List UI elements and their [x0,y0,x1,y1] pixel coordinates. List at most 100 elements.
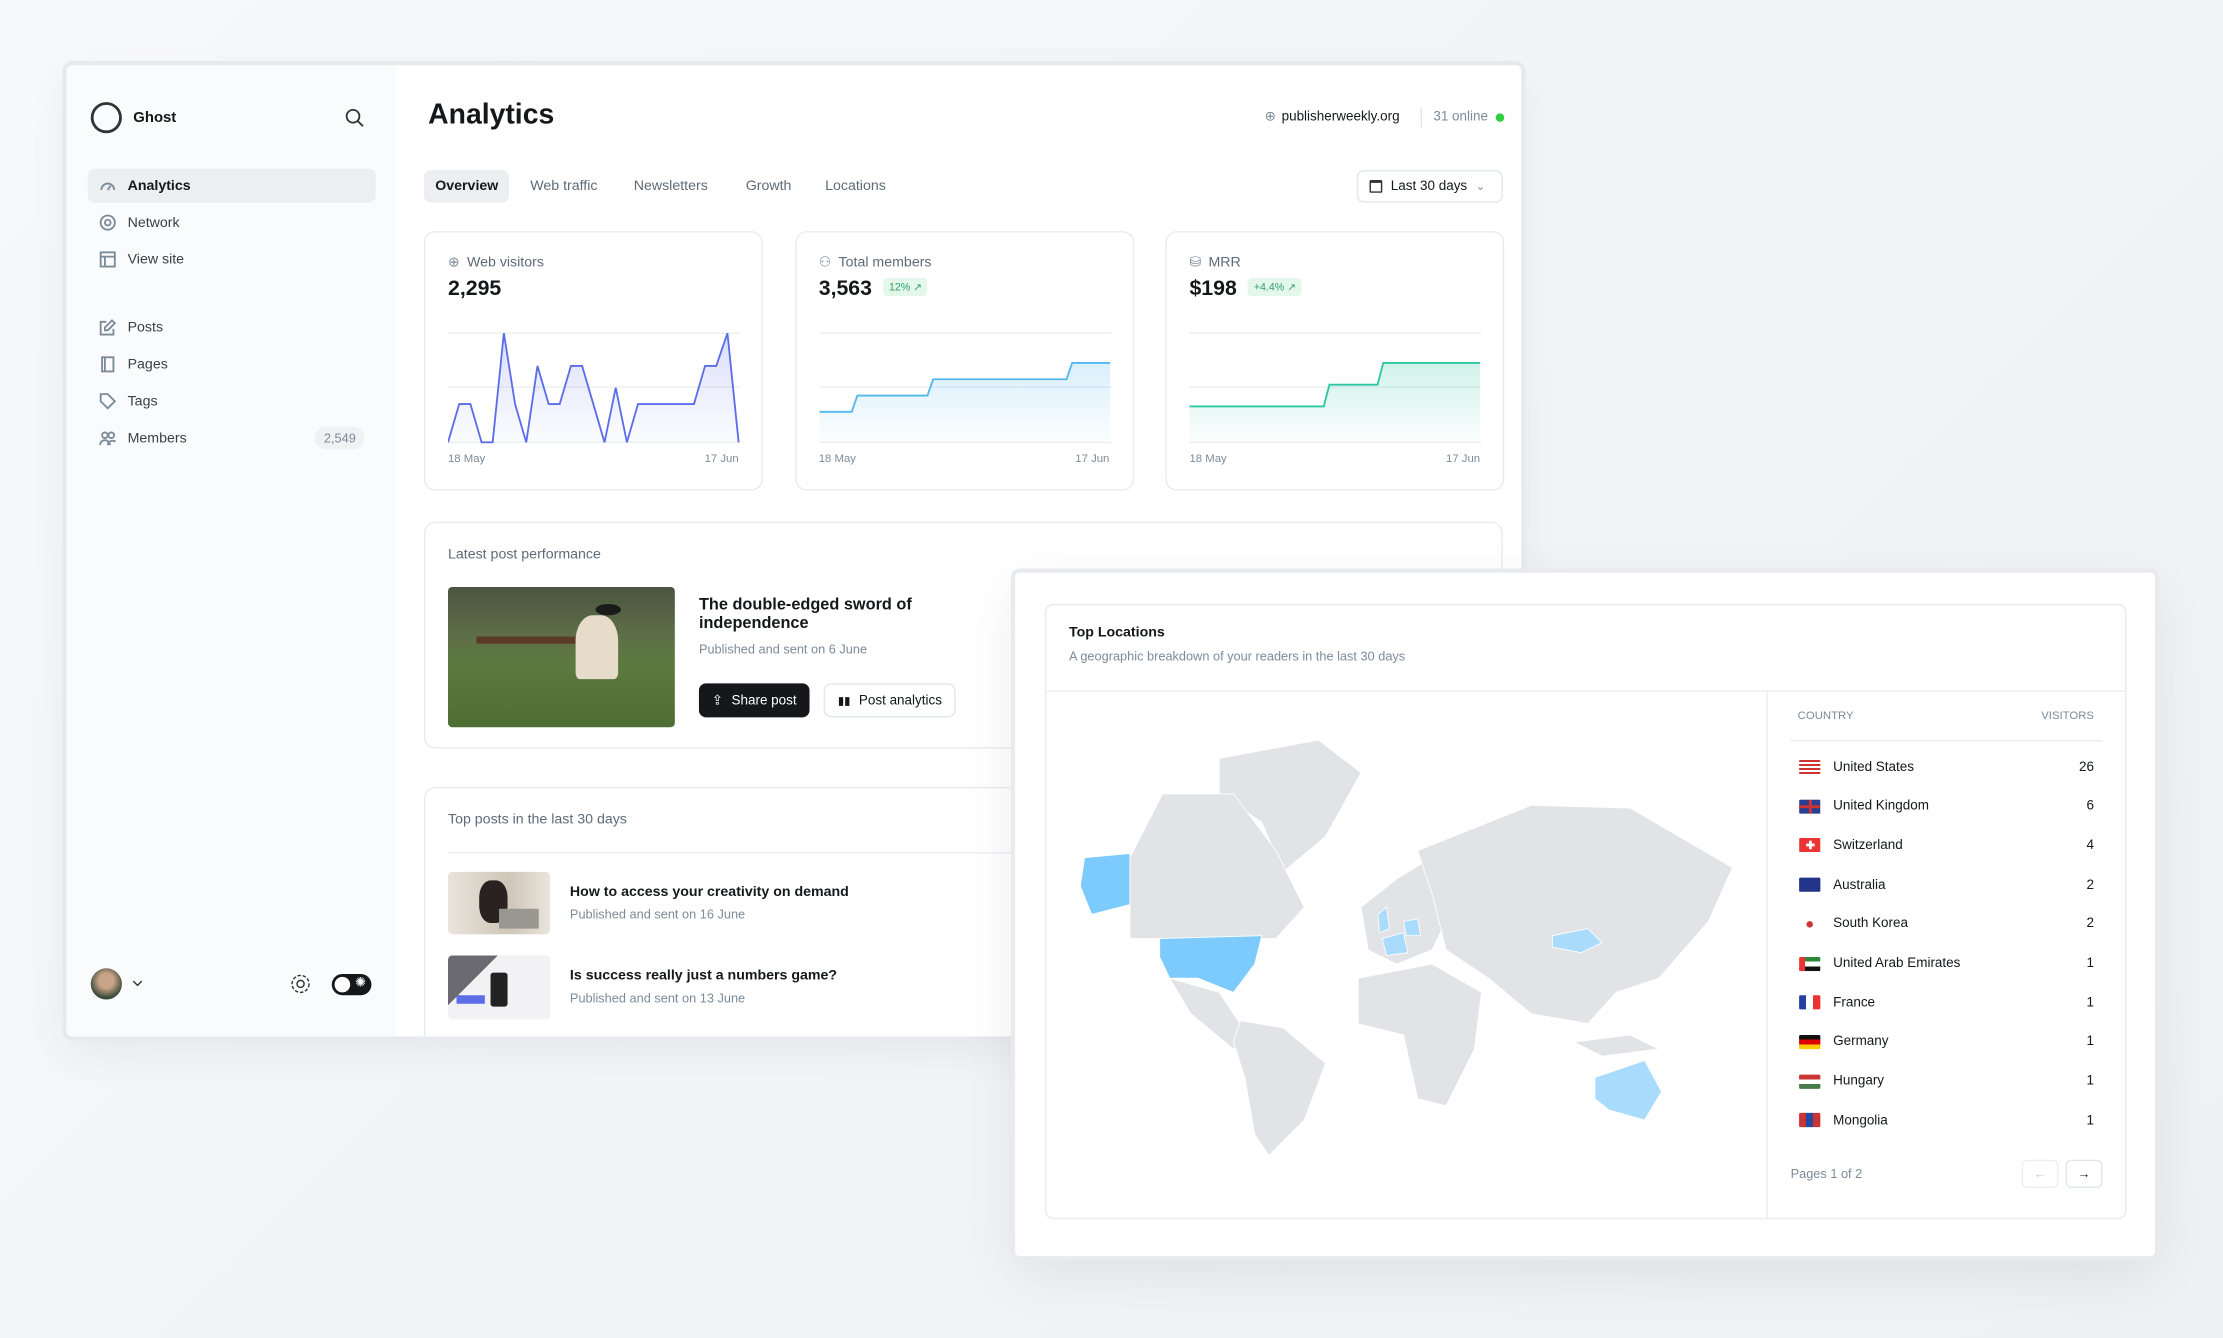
table-row[interactable]: Germany 1 [1791,1026,2103,1057]
post-title[interactable]: The double-edged sword of independence [698,596,912,633]
post-title[interactable]: How to access your creativity on demand [569,884,849,901]
sidebar-item-view-site[interactable]: View site [88,242,376,276]
next-page-button[interactable]: → [2065,1159,2103,1189]
brand-name: Ghost [133,109,177,127]
table-row[interactable]: United States 26 [1790,751,2103,783]
x-tick-label: 18 May [818,452,856,466]
kpi-card-total-members[interactable]: ⚇ Total members 3,563 12% ↗ 18 May 17 Jun [794,231,1134,491]
kpi-chart[interactable] [818,332,1111,445]
flag-fr-icon [1799,995,1821,1010]
x-tick-label: 17 Jun [704,452,739,466]
tab-web-traffic[interactable]: Web traffic [530,178,598,195]
kpi-card-web-visitors[interactable]: ⊕ Web visitors 2,295 18 May 17 Jun [423,231,763,491]
members-icon [99,431,117,446]
sun-icon: ✺ [355,975,366,990]
card-subtitle: A geographic breakdown of your readers i… [1068,649,1406,664]
map-germany [1403,918,1422,937]
avatar[interactable] [90,968,122,1000]
post-title[interactable]: Is success really just a numbers game? [569,968,838,984]
pagination-label: Pages 1 of 2 [1790,1166,1863,1181]
flag-mn-icon [1799,1113,1821,1128]
table-row[interactable]: Hungary 1 [1791,1066,2103,1097]
divider [1046,690,2126,692]
map-south-america [1232,1020,1327,1157]
sidebar-item-label: Tags [127,393,158,410]
table-row[interactable]: France 1 [1791,987,2103,1018]
map-asia [1417,804,1734,1025]
map-indonesia [1572,1034,1661,1057]
flag-us-icon [1799,759,1821,775]
map-uk [1377,906,1390,934]
edit-icon [99,319,117,336]
sidebar-item-members[interactable]: Members 2,549 [88,421,376,455]
visitor-count: 1 [2086,994,2094,1011]
tag-icon [99,393,117,410]
table-row[interactable]: United Kingdom 6 [1791,791,2103,822]
post-analytics-button[interactable]: ▮▮ Post analytics [823,683,957,718]
kpi-label-text: Web visitors [466,255,544,271]
sidebar-item-pages[interactable]: Pages [88,347,376,381]
arrow-right-icon: → [2077,1166,2091,1181]
trend-up-icon: ↗ [1287,280,1297,294]
calendar-icon [1369,180,1383,193]
table-row[interactable]: United Arab Emirates 1 [1791,948,2103,979]
members-count: 2,549 [315,426,365,450]
date-range-value: Last 30 days [1390,178,1468,195]
sidebar-item-tags[interactable]: Tags [88,384,376,418]
tab-overview[interactable]: Overview [423,170,510,203]
flag-au-icon [1799,877,1821,892]
kpi-chart[interactable] [448,332,741,445]
visitor-count: 1 [2086,1112,2094,1129]
site-indicator[interactable]: ⊕ publisherweekly.org [1265,109,1400,125]
x-tick-label: 17 Jun [1446,452,1481,466]
kpi-card-mrr[interactable]: ⛁ MRR $198 +4.4% ↗ 18 May 17 Jun [1165,231,1505,491]
post-image[interactable] [448,586,675,728]
share-post-button[interactable]: ⇪ Share post [698,683,810,718]
tab-locations[interactable]: Locations [825,178,886,195]
button-label: Share post [731,692,797,709]
x-tick-label: 18 May [448,452,486,466]
table-row[interactable]: Switzerland 4 [1791,830,2103,861]
tab-newsletters[interactable]: Newsletters [633,178,708,195]
trend-badge: +4.4% ↗ [1248,277,1302,297]
sidebar: Ghost Analytics Network View site Posts … [66,65,396,1037]
visitor-count: 4 [2086,837,2094,854]
post-thumbnail[interactable] [448,871,551,935]
kpi-chart[interactable] [1189,332,1482,445]
country-name: United States [1833,759,1915,775]
bar-chart-icon: ▮▮ [837,693,851,707]
kpi-value-text: $198 [1189,276,1237,301]
flag-gb-icon [1799,799,1821,814]
online-dot [1495,113,1505,122]
column-header-visitors[interactable]: VISITORS [2041,708,2094,722]
analytics-window: Ghost Analytics Network View site Posts … [66,65,1522,1037]
column-header-country[interactable]: COUNTRY [1797,708,1854,722]
table-row[interactable]: Mongolia 1 [1791,1105,2103,1136]
sidebar-item-posts[interactable]: Posts [88,310,376,344]
trend-value: +4.4% [1253,280,1285,294]
card-heading: Top posts in the last 30 days [448,812,627,828]
flag-ch-icon [1799,838,1821,853]
country-name: United Kingdom [1833,798,1929,815]
sidebar-item-network[interactable]: Network [88,206,376,240]
post-thumbnail[interactable] [448,955,551,1020]
button-label: Post analytics [858,692,942,709]
table-row[interactable]: South Korea 2 [1791,908,2103,939]
gear-icon[interactable] [289,973,312,996]
page-title: Analytics [428,99,555,131]
divider [448,852,1503,854]
tab-growth[interactable]: Growth [745,178,792,195]
country-name: South Korea [1833,916,1909,932]
site-url[interactable]: publisherweekly.org [1281,109,1400,125]
table-row[interactable]: Australia 2 [1791,869,2103,900]
theme-toggle[interactable]: ✺ [331,973,372,996]
date-range-select[interactable]: Last 30 days ⌄ [1356,170,1503,203]
sidebar-item-analytics[interactable]: Analytics [87,168,376,203]
world-map[interactable] [1046,692,1765,1219]
chevron-down-icon[interactable] [132,980,143,989]
search-icon[interactable] [345,108,365,128]
trend-up-icon: ↗ [913,280,923,294]
visitor-count: 1 [2086,1034,2094,1050]
prev-page-button[interactable]: ← [2021,1159,2059,1189]
chart-area [448,333,739,443]
